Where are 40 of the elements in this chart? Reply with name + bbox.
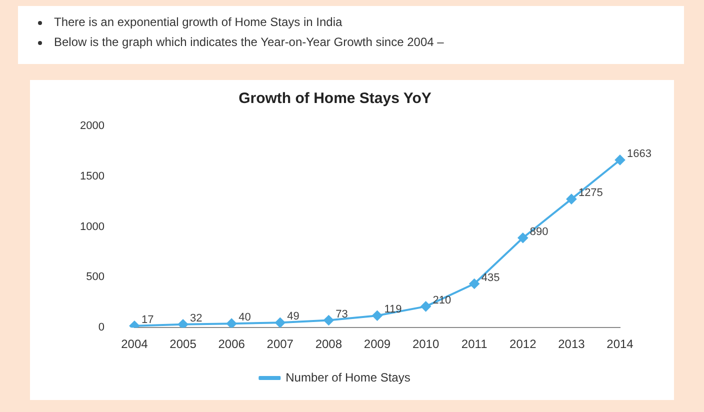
point [129, 320, 140, 328]
point [324, 315, 334, 326]
point [178, 319, 188, 328]
x-tick-label: 2011 [461, 337, 488, 352]
chart-title: Growth of Home Stays YoY [238, 90, 432, 108]
point [275, 318, 286, 328]
data-label: 73 [336, 308, 348, 320]
x-tick-label: 2014 [606, 337, 634, 352]
x-tick-label: 2007 [266, 337, 294, 352]
point [615, 154, 625, 165]
x-tick-label: 2005 [170, 337, 197, 352]
data-label: 40 [238, 312, 251, 324]
data-label: 49 [287, 310, 300, 323]
y-tick-label: 2000 [80, 120, 104, 132]
point [226, 318, 237, 328]
point [566, 194, 576, 204]
x-tick-label: 2009 [364, 337, 391, 352]
data-label: 32 [190, 312, 202, 324]
point [518, 232, 528, 243]
data-label: 17 [141, 314, 154, 326]
x-tick-label: 2008 [315, 337, 342, 352]
y-tick-label: 500 [86, 271, 104, 284]
legend-label: Number of Home Stays [286, 370, 410, 384]
x-tick-label: 2004 [121, 337, 148, 352]
data-label: 435 [481, 272, 500, 284]
y-tick-label: 1000 [80, 220, 104, 233]
data-label: 1663 [627, 148, 652, 160]
y-tick-label: 0 [98, 322, 104, 334]
text: There is an exponential growth of Home Stays in India [54, 15, 342, 29]
point [420, 301, 431, 312]
data-label: 1275 [578, 187, 603, 200]
data-label: 890 [530, 226, 548, 238]
text: Below is the graph which indicates the Year-on-Year Growth since 2004 – [54, 35, 444, 49]
point [469, 278, 480, 289]
point [372, 310, 382, 321]
y-tick-label: 1500 [80, 170, 104, 182]
x-tick-label: 2010 [412, 337, 440, 352]
x-tick-label: 2013 [558, 337, 586, 352]
x-tick-label: 2012 [510, 337, 537, 352]
x-tick-label: 2006 [218, 337, 246, 352]
